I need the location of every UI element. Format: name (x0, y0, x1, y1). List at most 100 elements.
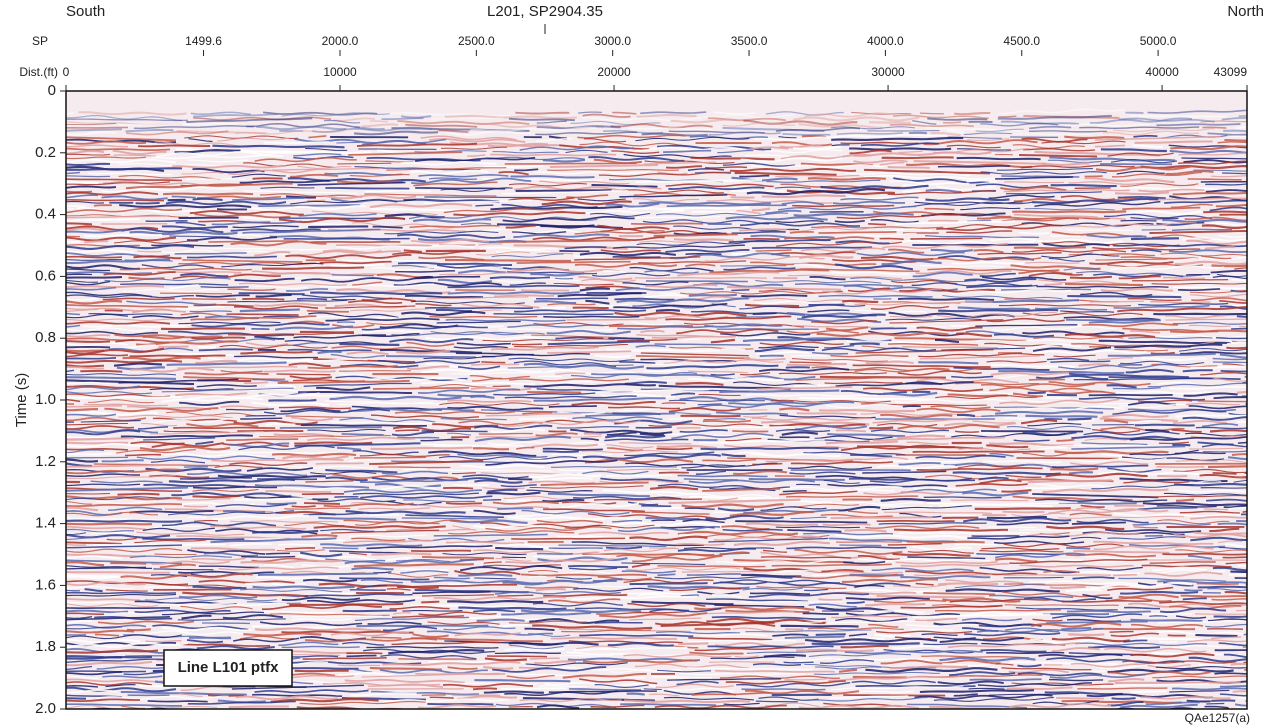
seismic-trace (56, 347, 110, 348)
seismic-trace (336, 245, 432, 246)
seismic-trace (796, 484, 820, 485)
seismic-trace (511, 538, 625, 539)
seismic-trace (819, 232, 897, 233)
seismic-trace (715, 671, 835, 672)
seismic-trace (253, 178, 283, 179)
seismic-trace (240, 418, 282, 419)
seismic-trace (938, 310, 1058, 311)
seismic-trace (1252, 123, 1266, 126)
seismic-trace (646, 281, 748, 282)
sp_axis-tick-label: 5000.0 (1140, 34, 1177, 48)
seismic-trace (1249, 606, 1266, 608)
seismic-trace (644, 689, 662, 690)
seismic-trace (475, 205, 493, 206)
seismic-trace (1004, 577, 1064, 578)
seismic-trace (797, 413, 857, 414)
seismic-trace (397, 437, 439, 438)
seismic-trace (1066, 320, 1156, 321)
seismic-trace (288, 278, 414, 279)
seismic-trace (471, 364, 519, 365)
seismic-trace (850, 343, 880, 344)
seismic-trace (1003, 512, 1045, 513)
seismic-trace (130, 356, 226, 357)
seismic-trace (1203, 212, 1266, 213)
seismic-trace (689, 295, 737, 296)
seismic-trace (521, 575, 647, 576)
seismic-trace (1112, 698, 1136, 699)
seismic-trace (719, 391, 839, 393)
seismic-trace (967, 180, 997, 181)
seismic-trace (241, 557, 295, 558)
seismic-trace (484, 692, 544, 693)
seismic-trace (839, 545, 881, 546)
seismic-trace (1081, 671, 1105, 672)
seismic-trace (584, 434, 602, 435)
seismic-trace (843, 695, 945, 696)
seismic-trace (1183, 370, 1213, 371)
seismic-trace (1195, 635, 1237, 636)
seismic-trace (182, 710, 308, 714)
seismic-trace (378, 467, 450, 468)
seismic-trace (1061, 628, 1091, 629)
seismic-trace (479, 434, 533, 435)
seismic-trace (721, 349, 745, 350)
seismic-trace (332, 299, 356, 300)
y-tick-label: 0.6 (35, 267, 56, 284)
seismic-trace (1254, 286, 1266, 288)
seismic-trace (630, 583, 708, 584)
seismic-trace (446, 503, 482, 504)
seismic-trace (56, 521, 182, 522)
seismic-trace (242, 299, 284, 300)
seismic-trace (982, 515, 1006, 516)
y-tick-label: 1.8 (35, 638, 56, 655)
seismic-trace (292, 506, 316, 507)
y-tick-label: 0.4 (35, 206, 56, 223)
seismic-trace (56, 457, 128, 458)
seismic-trace (1172, 688, 1256, 689)
seismic-trace (998, 116, 1016, 117)
seismic-trace (1077, 688, 1167, 689)
seismic-trace (512, 344, 542, 345)
seismic-trace (1151, 353, 1175, 354)
seismic-trace (56, 223, 92, 224)
seismic-trace (1012, 211, 1126, 212)
seismic-trace (80, 371, 122, 372)
seismic-trace (975, 508, 1071, 509)
seismic-trace (310, 293, 442, 294)
seismic-trace (1188, 179, 1242, 180)
seismic-trace (920, 690, 1034, 692)
seismic-trace (483, 500, 501, 501)
seismic-trace (422, 557, 494, 558)
seismic-trace (539, 710, 641, 711)
seismic-trace (1250, 528, 1266, 531)
seismic-trace (258, 205, 360, 206)
seismic-trace (56, 437, 116, 438)
seismic-trace (342, 434, 384, 435)
dist_axis-tick-label: 20000 (597, 65, 631, 79)
seismic-trace (594, 499, 702, 500)
seismic-trace (229, 706, 289, 707)
seismic-trace (918, 362, 978, 363)
seismic-trace (783, 491, 807, 492)
seismic-trace (869, 122, 911, 123)
seismic-trace (646, 518, 700, 519)
seismic-trace (567, 320, 657, 321)
seismic-trace (494, 314, 614, 315)
seismic-trace (976, 554, 1060, 555)
seismic-trace (497, 508, 533, 509)
seismic-trace (1246, 582, 1266, 585)
seismic-trace (490, 277, 550, 278)
seismic-trace (629, 207, 749, 209)
seismic-trace (1067, 230, 1133, 231)
seismic-trace (1187, 701, 1211, 702)
seismic-trace (986, 653, 1064, 654)
seismic-trace (636, 427, 672, 428)
seismic-trace (245, 583, 305, 584)
seismic-trace (1183, 598, 1207, 599)
seismic-trace (957, 415, 975, 416)
seismic-trace (678, 643, 708, 644)
seismic-trace (943, 122, 961, 123)
south-label: South (66, 3, 105, 20)
seismic-trace (56, 494, 110, 495)
seismic-trace (430, 697, 454, 698)
